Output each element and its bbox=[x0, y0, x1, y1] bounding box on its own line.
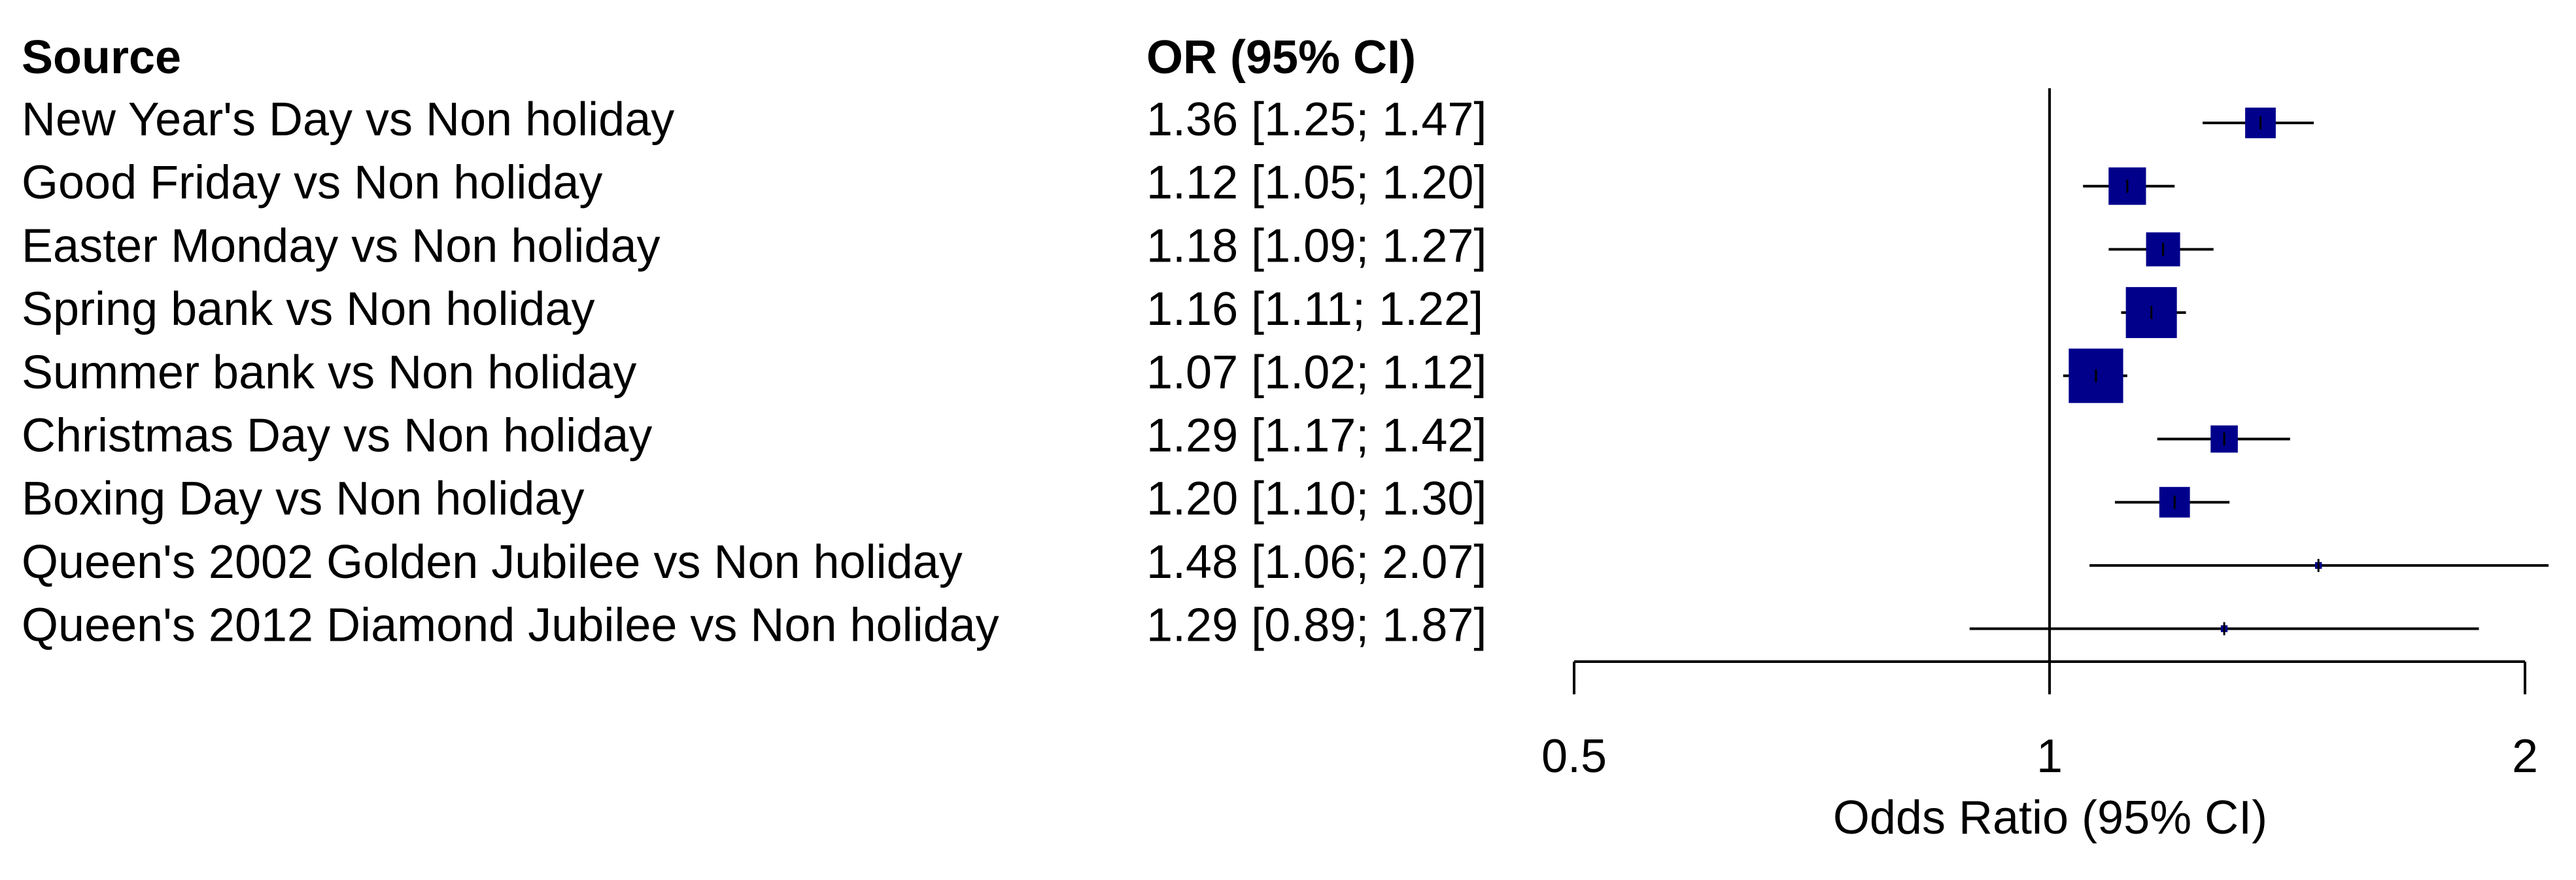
row-value: 1.16 [1.11; 1.22] bbox=[1146, 283, 1483, 335]
row-value: 1.12 [1.05; 1.20] bbox=[1146, 157, 1486, 209]
value-header: OR (95% CI) bbox=[1146, 31, 1416, 84]
row-label: Easter Monday vs Non holiday bbox=[22, 220, 661, 272]
row-label: Christmas Day vs Non holiday bbox=[22, 410, 652, 462]
row-value: 1.29 [1.17; 1.42] bbox=[1146, 410, 1486, 462]
row-value: 1.36 [1.25; 1.47] bbox=[1146, 93, 1486, 146]
row-label: Queen's 2012 Diamond Jubilee vs Non holi… bbox=[22, 600, 999, 652]
x-tick-label: 1 bbox=[2036, 730, 2063, 783]
row-value: 1.18 [1.09; 1.27] bbox=[1146, 220, 1486, 272]
x-axis-label: Odds Ratio (95% CI) bbox=[1833, 792, 2267, 844]
row-label: Queen's 2002 Golden Jubilee vs Non holid… bbox=[22, 536, 963, 588]
row-value: 1.20 [1.10; 1.30] bbox=[1146, 473, 1486, 525]
x-tick-label: 2 bbox=[2512, 730, 2538, 783]
x-tick-label: 0.5 bbox=[1541, 730, 1607, 783]
row-label: New Year's Day vs Non holiday bbox=[22, 93, 674, 146]
row-value: 1.07 [1.02; 1.12] bbox=[1146, 347, 1486, 399]
row-value: 1.48 [1.06; 2.07] bbox=[1146, 536, 1486, 588]
row-label: Spring bank vs Non holiday bbox=[22, 283, 595, 335]
row-value: 1.29 [0.89; 1.87] bbox=[1146, 600, 1486, 652]
row-label: Good Friday vs Non holiday bbox=[22, 157, 602, 209]
row-label: Boxing Day vs Non holiday bbox=[22, 473, 584, 525]
source-header: Source bbox=[22, 31, 181, 84]
row-label: Summer bank vs Non holiday bbox=[22, 347, 636, 399]
